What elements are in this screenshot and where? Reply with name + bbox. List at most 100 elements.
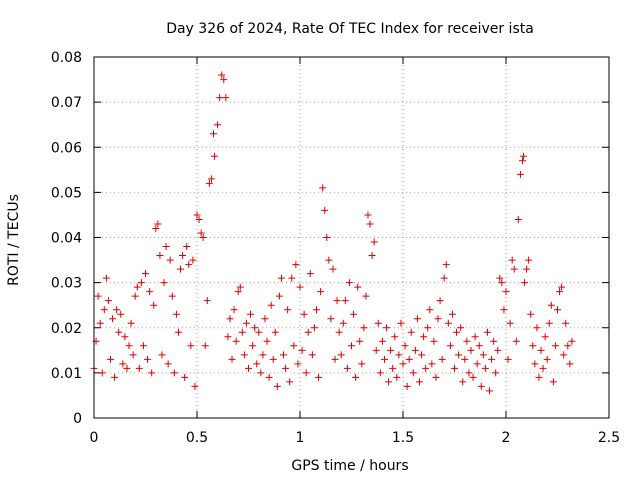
data-point [486,387,494,395]
data-point [348,342,355,350]
data-point [475,342,483,350]
data-point [551,342,559,350]
data-point [174,328,182,336]
data-point [228,355,236,363]
data-point [395,351,403,359]
y-tick-label: 0.03 [51,276,82,292]
data-point [327,315,335,323]
data-point [181,373,189,381]
y-axis-label: ROTI / TECUs [6,194,22,286]
data-point [518,157,526,165]
data-point [479,351,487,359]
data-point [492,369,500,377]
data-point [453,328,461,336]
data-point [267,301,275,309]
y-tick-label: 0.05 [51,185,82,201]
data-point [94,292,102,300]
data-point [541,333,549,341]
data-point [467,346,475,354]
data-point [109,315,117,323]
data-point [498,279,506,287]
data-point [323,234,331,241]
data-point [543,355,551,363]
data-point [164,360,172,368]
data-point [343,364,351,372]
data-point [265,373,273,381]
y-tick-label: 0.02 [51,321,82,337]
grid-lines [94,57,609,418]
data-point [137,279,145,287]
data-point [102,274,110,282]
data-point [329,265,337,273]
data-point [525,256,533,264]
data-point [284,306,292,314]
data-point [240,351,248,359]
data-point [166,256,174,264]
data-point [405,355,413,363]
data-point [220,76,228,84]
data-point [304,328,312,336]
data-point [280,351,288,359]
data-point [300,310,308,318]
data-point [146,288,154,296]
data-point [271,328,279,336]
data-point [321,206,329,214]
data-point [413,315,421,323]
data-point [308,351,316,359]
data-point [247,310,255,318]
data-point [556,288,564,296]
data-point [350,310,358,318]
data-point [195,215,203,223]
data-point [236,283,244,291]
data-point [282,364,290,372]
data-point [154,220,162,228]
data-point [306,270,314,278]
data-point [440,274,448,282]
data-point [131,292,139,300]
data-point [558,283,566,291]
data-point [335,328,343,336]
data-point [420,333,428,341]
data-point [288,274,296,282]
data-point [424,324,432,332]
data-point [523,265,531,273]
data-point [554,306,561,314]
data-point [463,337,471,345]
data-point [502,288,510,296]
data-point [119,360,127,368]
data-point [242,319,250,327]
data-point [461,355,469,363]
data-point [385,378,393,386]
data-point [372,346,380,354]
data-point [209,130,217,138]
data-point [290,342,298,350]
y-tick-label: 0.01 [51,366,82,382]
plot-frame [93,56,610,419]
data-point [312,306,320,314]
data-point [354,283,362,291]
data-point [376,369,384,377]
data-point [455,351,463,359]
data-point [512,337,520,345]
data-point [535,373,543,381]
data-point [214,121,222,129]
data-point [434,315,442,323]
data-point [292,261,300,269]
data-point [106,355,114,363]
data-point [96,319,104,327]
data-point [510,265,518,273]
data-point [319,184,327,192]
data-point [187,342,195,350]
data-point [362,292,370,300]
data-point [481,364,489,372]
data-point [269,355,277,363]
data-point [333,297,341,305]
y-tick-label: 0.08 [51,50,82,66]
data-point [399,360,407,368]
data-point [438,355,446,363]
data-point [98,369,106,377]
data-point [230,306,238,314]
data-point [516,170,524,178]
data-point [234,288,242,296]
data-point [249,342,257,350]
